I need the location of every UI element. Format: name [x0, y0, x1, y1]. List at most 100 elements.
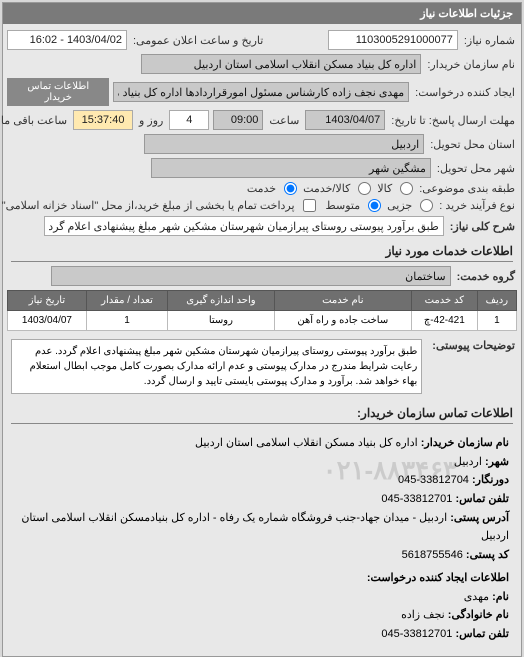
row-process: نوع فرآیند خرید : جزیی متوسط پرداخت تمام… — [7, 199, 517, 212]
service-group-label: گروه خدمت: — [455, 270, 517, 283]
c-family: نجف زاده — [401, 609, 445, 621]
contact-tel2: تلفن تماس: 33812701-045 — [15, 625, 509, 644]
payment-checkbox[interactable] — [303, 199, 316, 212]
main-panel: جزئیات اطلاعات نیاز شماره نیاز: تاریخ و … — [2, 2, 522, 657]
contact-tel: تلفن تماس: 33812701-045 — [15, 490, 509, 509]
contact-block: ۰۲۱-۸۸۳۴۶۳ نام سازمان خریدار: اداره کل ب… — [7, 428, 517, 650]
desc-box: طبق برآورد پیوستی روستای پیرازمیان شهرست… — [11, 339, 422, 394]
province-label: استان محل تحویل: — [428, 138, 517, 151]
org-name-label: نام سازمان خریدار: — [421, 437, 509, 449]
postal-label: کد پستی: — [466, 549, 509, 561]
c-city-label: شهر: — [485, 456, 509, 468]
goods-label: کالا — [375, 182, 394, 195]
service-label: خدمت — [245, 182, 278, 195]
th-1: کد خدمت — [411, 291, 477, 311]
row-general: شرح کلی نیاز: — [7, 216, 517, 236]
contact-family: نام خانوادگی: نجف زاده — [15, 606, 509, 625]
family-label: نام خانوادگی: — [448, 609, 509, 621]
org-name: اداره کل بنیاد مسکن انقلاب اسلامی استان … — [195, 437, 418, 449]
requester-label: ایجاد کننده درخواست: — [413, 86, 517, 99]
row-number: شماره نیاز: تاریخ و ساعت اعلان عمومی: — [7, 30, 517, 50]
th-2: نام خدمت — [274, 291, 411, 311]
address-label: آدرس پستی: — [450, 512, 509, 524]
subject-group-label: طبقه بندی موضوعی: — [417, 182, 517, 195]
medium-radio[interactable] — [368, 199, 381, 212]
td-1: 42-421-چ — [411, 311, 477, 331]
services-table: ردیف کد خدمت نام خدمت واحد اندازه گیری ت… — [7, 290, 517, 331]
row-city: شهر محل تحویل: — [7, 158, 517, 178]
table-header-row: ردیف کد خدمت نام خدمت واحد اندازه گیری ت… — [8, 291, 517, 311]
contact-postal: کد پستی: 5618755546 — [15, 546, 509, 565]
c-city: اردبیل — [454, 456, 482, 468]
row-service-group: گروه خدمت: — [7, 266, 517, 286]
th-3: واحد اندازه گیری — [168, 291, 275, 311]
payment-note: پرداخت تمام یا بخشی از مبلغ خرید،از محل … — [0, 199, 297, 212]
fax-label: دورنگار: — [472, 474, 509, 486]
number-field[interactable] — [328, 30, 458, 50]
days-field — [169, 110, 209, 130]
buyer-field — [141, 54, 421, 74]
td-0: 1 — [477, 311, 516, 331]
deadline-label: مهلت ارسال پاسخ: تا تاریخ: — [389, 114, 517, 127]
remain-field — [73, 110, 133, 130]
buyer-label: نام سازمان خریدار: — [425, 58, 517, 71]
creator-section: اطلاعات ایجاد کننده درخواست: — [15, 569, 509, 588]
contact-name: نام: مهدی — [15, 588, 509, 607]
time-label-1: ساعت — [267, 114, 301, 127]
tel2: 33812701-045 — [381, 628, 452, 640]
general-label: شرح کلی نیاز: — [448, 220, 517, 233]
datetime-label: تاریخ و ساعت اعلان عمومی: — [131, 34, 265, 47]
tel-label: تلفن تماس: — [455, 493, 509, 505]
row-deadline: مهلت ارسال پاسخ: تا تاریخ: ساعت روز و سا… — [7, 110, 517, 130]
general-field[interactable] — [44, 216, 444, 236]
service-radio[interactable] — [284, 182, 297, 195]
contact-fax: دورنگار: 33812704-045 — [15, 471, 509, 490]
contact-org: نام سازمان خریدار: اداره کل بنیاد مسکن ا… — [15, 434, 509, 453]
requester-field — [113, 82, 409, 102]
row-province: استان محل تحویل: — [7, 134, 517, 154]
postal: 5618755546 — [402, 549, 463, 561]
th-0: ردیف — [477, 291, 516, 311]
deadline-date-field — [305, 110, 385, 130]
c-name: مهدی — [464, 591, 489, 603]
name-label: نام: — [492, 591, 509, 603]
medium-label: متوسط — [324, 199, 363, 212]
form-area: شماره نیاز: تاریخ و ساعت اعلان عمومی: نا… — [3, 24, 521, 656]
row-desc: توضیحات پیوستی: طبق برآورد پیوستی روستای… — [7, 335, 517, 398]
row-buyer: نام سازمان خریدار: — [7, 54, 517, 74]
contact-button[interactable]: اطلاعات تماس خریدار — [7, 78, 109, 106]
contact-city: شهر: اردبیل — [15, 453, 509, 472]
contact-section-title: اطلاعات تماس سازمان خریدار: — [11, 406, 513, 424]
table-row: 1 42-421-چ ساخت جاده و راه آهن روستا 1 1… — [8, 311, 517, 331]
services-section-title: اطلاعات خدمات مورد نیاز — [11, 244, 513, 262]
td-5: 1403/04/07 — [8, 311, 87, 331]
tel: 33812701-045 — [381, 493, 452, 505]
days-label: روز و — [137, 114, 165, 127]
td-2: ساخت جاده و راه آهن — [274, 311, 411, 331]
panel-header: جزئیات اطلاعات نیاز — [3, 3, 521, 24]
row-requester: ایجاد کننده درخواست: اطلاعات تماس خریدار — [7, 78, 517, 106]
number-label: شماره نیاز: — [462, 34, 517, 47]
small-radio[interactable] — [420, 199, 433, 212]
th-5: تاریخ نیاز — [8, 291, 87, 311]
row-subject-group: طبقه بندی موضوعی: کالا کالا/خدمت خدمت — [7, 182, 517, 195]
small-label: جزیی — [385, 199, 414, 212]
process-label: نوع فرآیند خرید : — [437, 199, 517, 212]
province-field — [144, 134, 424, 154]
contact-address: آدرس پستی: اردبیل - میدان جهاد-جنب فروشگ… — [15, 509, 509, 546]
td-4: 1 — [86, 311, 167, 331]
goods-service-label: کالا/خدمت — [301, 182, 352, 195]
fax: 33812704-045 — [398, 474, 469, 486]
datetime-field[interactable] — [7, 30, 127, 50]
address: اردبیل - میدان جهاد-جنب فروشگاه شماره یک… — [21, 512, 509, 543]
th-4: تعداد / مقدار — [86, 291, 167, 311]
city-field — [151, 158, 431, 178]
service-group-field — [51, 266, 451, 286]
goods-radio[interactable] — [400, 182, 413, 195]
city-label: شهر محل تحویل: — [435, 162, 517, 175]
remain-label: ساعت باقی مانده — [0, 114, 69, 127]
goods-service-radio[interactable] — [358, 182, 371, 195]
desc-label: توضیحات پیوستی: — [430, 335, 517, 352]
tel2-label: تلفن تماس: — [455, 628, 509, 640]
td-3: روستا — [168, 311, 275, 331]
